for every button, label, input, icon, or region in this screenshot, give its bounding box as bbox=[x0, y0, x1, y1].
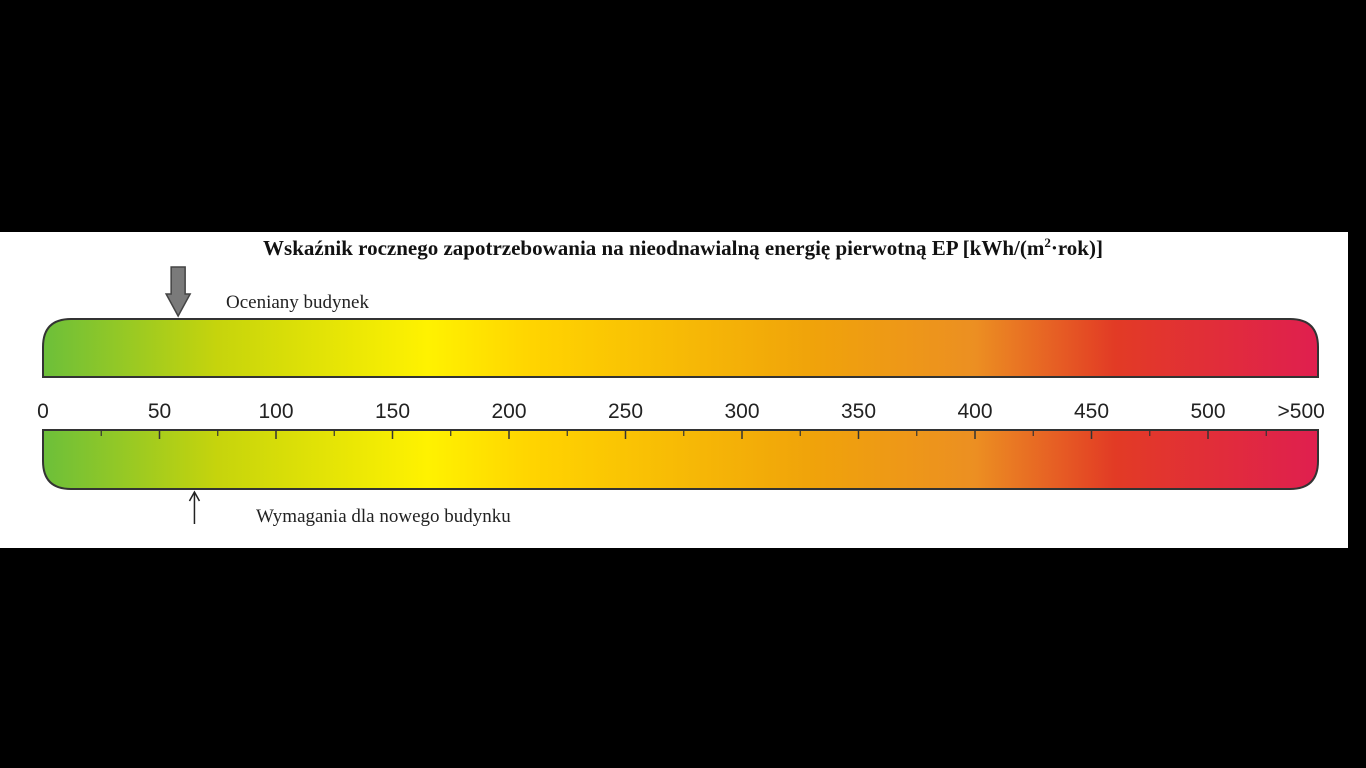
tick-label-6: 300 bbox=[724, 400, 759, 423]
tick-label-4: 200 bbox=[491, 400, 526, 423]
chart-panel: Wskaźnik rocznego zapotrzebowania na nie… bbox=[0, 232, 1348, 548]
new-building-requirement-label: Wymagania dla nowego budynku bbox=[256, 506, 511, 527]
tick-label-5: 250 bbox=[608, 400, 643, 423]
tick-label-0: 0 bbox=[37, 400, 49, 423]
tick-label-9: 450 bbox=[1074, 400, 1109, 423]
tick-label-3: 150 bbox=[375, 400, 410, 423]
chart-title: Wskaźnik rocznego zapotrzebowania na nie… bbox=[0, 236, 1366, 261]
energy-scale-chart: 0 50 100 150 200 250 300 350 400 450 500 >500 Oceni… bbox=[37, 266, 1325, 527]
tick-label-7: 350 bbox=[841, 400, 876, 423]
new-building-requirement-arrow-head bbox=[188, 490, 201, 502]
scale-bars bbox=[42, 318, 1319, 490]
chart-title-tail: ·rok)] bbox=[1050, 236, 1103, 260]
scale-tick-labels: 0 50 100 150 200 250 300 350 400 450 500 >500 bbox=[37, 400, 1325, 423]
bottom-scale-bar bbox=[42, 429, 1319, 490]
top-scale-bar bbox=[42, 318, 1319, 378]
scale-markers: Oceniany budynek Wymagania dla nowego bud… bbox=[164, 266, 511, 527]
chart-title-superscript: 2 bbox=[1044, 235, 1051, 250]
chart-title-main: Wskaźnik rocznego zapotrzebowania na nie… bbox=[263, 236, 1045, 260]
assessed-building-label: Oceniany budynek bbox=[226, 292, 369, 313]
assessed-building-arrow bbox=[164, 266, 192, 318]
tick-label-2: 100 bbox=[258, 400, 293, 423]
tick-label-8: 400 bbox=[957, 400, 992, 423]
scale-ticks bbox=[42, 430, 1267, 439]
tick-label-11: >500 bbox=[1278, 400, 1325, 423]
tick-label-10: 500 bbox=[1190, 400, 1225, 423]
tick-label-1: 50 bbox=[148, 400, 171, 423]
